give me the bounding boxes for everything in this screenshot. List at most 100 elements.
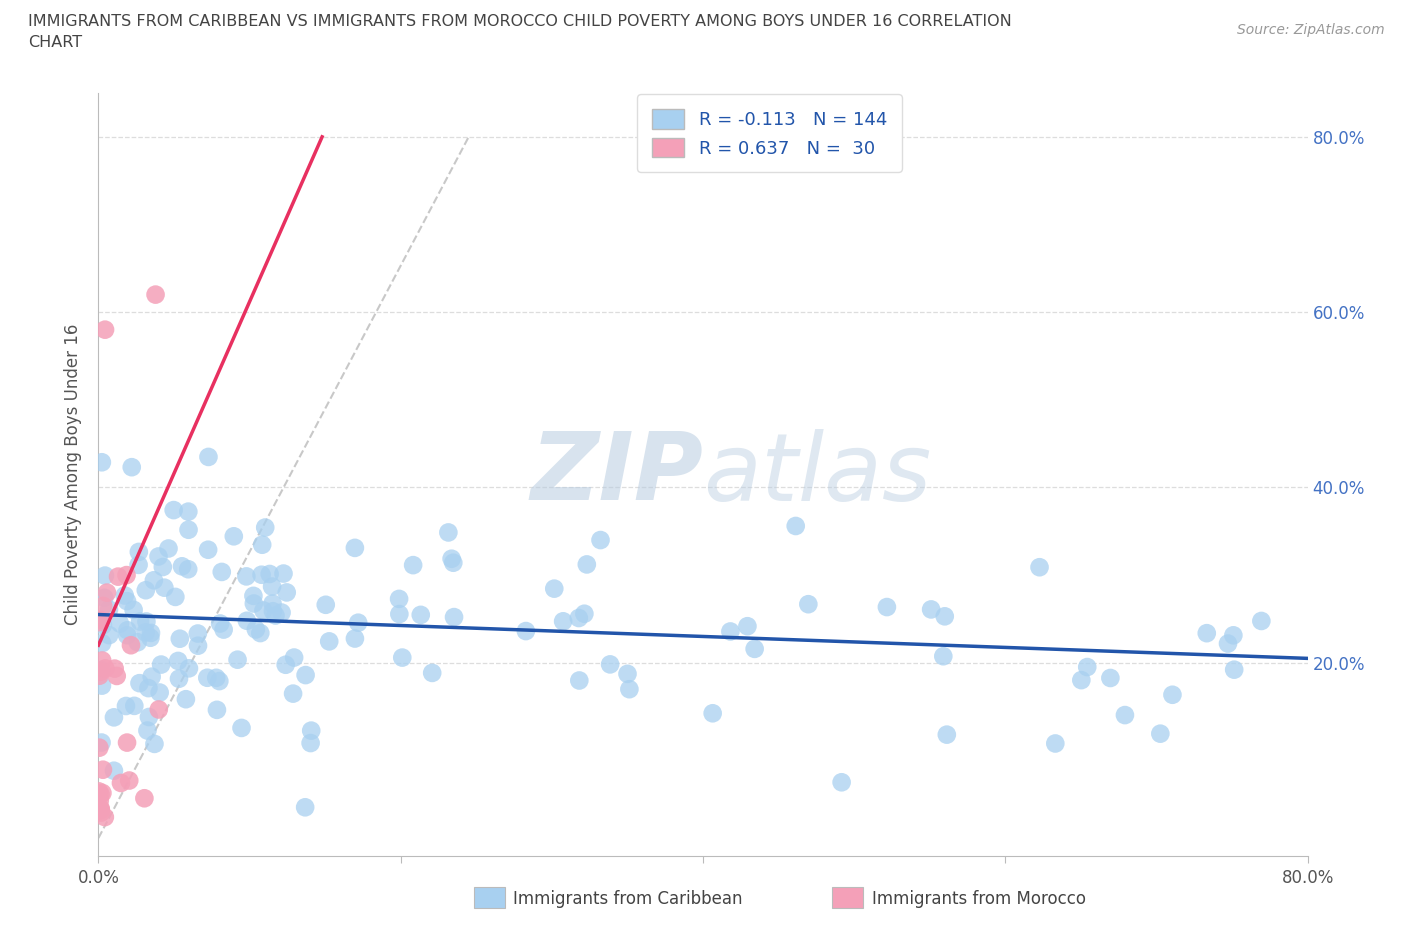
Point [409, 607, 432, 622]
Point [91, 636, 114, 651]
Point [114, 588, 136, 603]
Point [148, 549, 170, 564]
Point [90, 805, 112, 820]
Point [402, 558, 425, 573]
Point [150, 658, 173, 672]
Point [315, 597, 337, 612]
Point [187, 626, 209, 641]
Point [115, 698, 138, 713]
Point [87, 784, 110, 799]
Point [226, 652, 249, 667]
Legend: R = -0.113   N = 144, R = 0.637   N =  30: R = -0.113 N = 144, R = 0.637 N = 30 [637, 95, 901, 172]
Point [94, 661, 117, 676]
Point [205, 671, 228, 685]
Point [139, 631, 162, 645]
Point [299, 736, 322, 751]
Text: Immigrants from Caribbean: Immigrants from Caribbean [513, 890, 742, 909]
Point [142, 573, 165, 588]
Point [619, 682, 641, 697]
Point [93, 591, 115, 605]
Point [177, 562, 200, 577]
Point [148, 702, 170, 717]
Point [876, 600, 898, 615]
Point [129, 614, 152, 629]
Y-axis label: Child Poverty Among Boys Under 16: Child Poverty Among Boys Under 16 [65, 324, 83, 625]
Point [249, 626, 271, 641]
Point [242, 589, 264, 604]
Point [1099, 671, 1122, 685]
Point [195, 671, 218, 685]
Point [135, 614, 157, 629]
Point [575, 557, 598, 572]
Point [128, 557, 150, 572]
Point [245, 622, 267, 637]
Point [89, 664, 111, 679]
Point [209, 616, 232, 631]
Point [128, 544, 150, 559]
Point [250, 567, 273, 582]
Point [235, 569, 257, 584]
Point [169, 631, 191, 646]
Point [115, 628, 138, 643]
Point [1149, 726, 1171, 741]
Point [135, 583, 157, 598]
Point [785, 519, 807, 534]
Text: Source: ZipAtlas.com: Source: ZipAtlas.com [1237, 23, 1385, 37]
Point [197, 542, 219, 557]
Point [1114, 708, 1136, 723]
Point [136, 724, 159, 738]
Point [94, 322, 117, 337]
Point [391, 650, 413, 665]
Point [124, 698, 146, 713]
Point [120, 638, 142, 653]
Point [702, 706, 724, 721]
Point [94, 810, 117, 825]
Point [143, 737, 166, 751]
Point [935, 727, 957, 742]
Point [347, 616, 370, 631]
Point [553, 614, 575, 629]
Point [568, 673, 591, 688]
Point [170, 559, 193, 574]
Point [1161, 687, 1184, 702]
Point [231, 721, 253, 736]
Point [443, 610, 465, 625]
Point [281, 686, 304, 701]
Point [96, 585, 118, 600]
Text: atlas: atlas [703, 429, 931, 520]
Point [294, 668, 316, 683]
Point [276, 585, 298, 600]
Point [270, 605, 292, 620]
Point [1216, 636, 1239, 651]
Point [163, 502, 186, 517]
Point [127, 635, 149, 650]
Point [91, 678, 114, 693]
Point [737, 618, 759, 633]
Point [89, 612, 111, 627]
Point [91, 653, 114, 668]
Point [165, 590, 187, 604]
Point [208, 673, 231, 688]
Point [294, 800, 316, 815]
Point [1195, 626, 1218, 641]
Point [797, 597, 820, 612]
Point [90, 662, 112, 677]
Point [90, 735, 112, 750]
Point [187, 638, 209, 653]
Point [90, 455, 112, 470]
Point [103, 764, 125, 778]
Point [616, 667, 638, 682]
Point [91, 618, 114, 632]
Point [153, 580, 176, 595]
Point [388, 606, 411, 621]
Text: IMMIGRANTS FROM CARIBBEAN VS IMMIGRANTS FROM MOROCCO CHILD POVERTY AMONG BOYS UN: IMMIGRANTS FROM CARIBBEAN VS IMMIGRANTS … [28, 14, 1012, 29]
Point [122, 603, 145, 618]
Point [98, 602, 121, 617]
Point [91, 763, 114, 777]
Point [599, 657, 621, 671]
Point [440, 551, 463, 566]
Point [90, 803, 112, 817]
Point [177, 523, 200, 538]
Point [211, 565, 233, 579]
Point [167, 671, 190, 686]
